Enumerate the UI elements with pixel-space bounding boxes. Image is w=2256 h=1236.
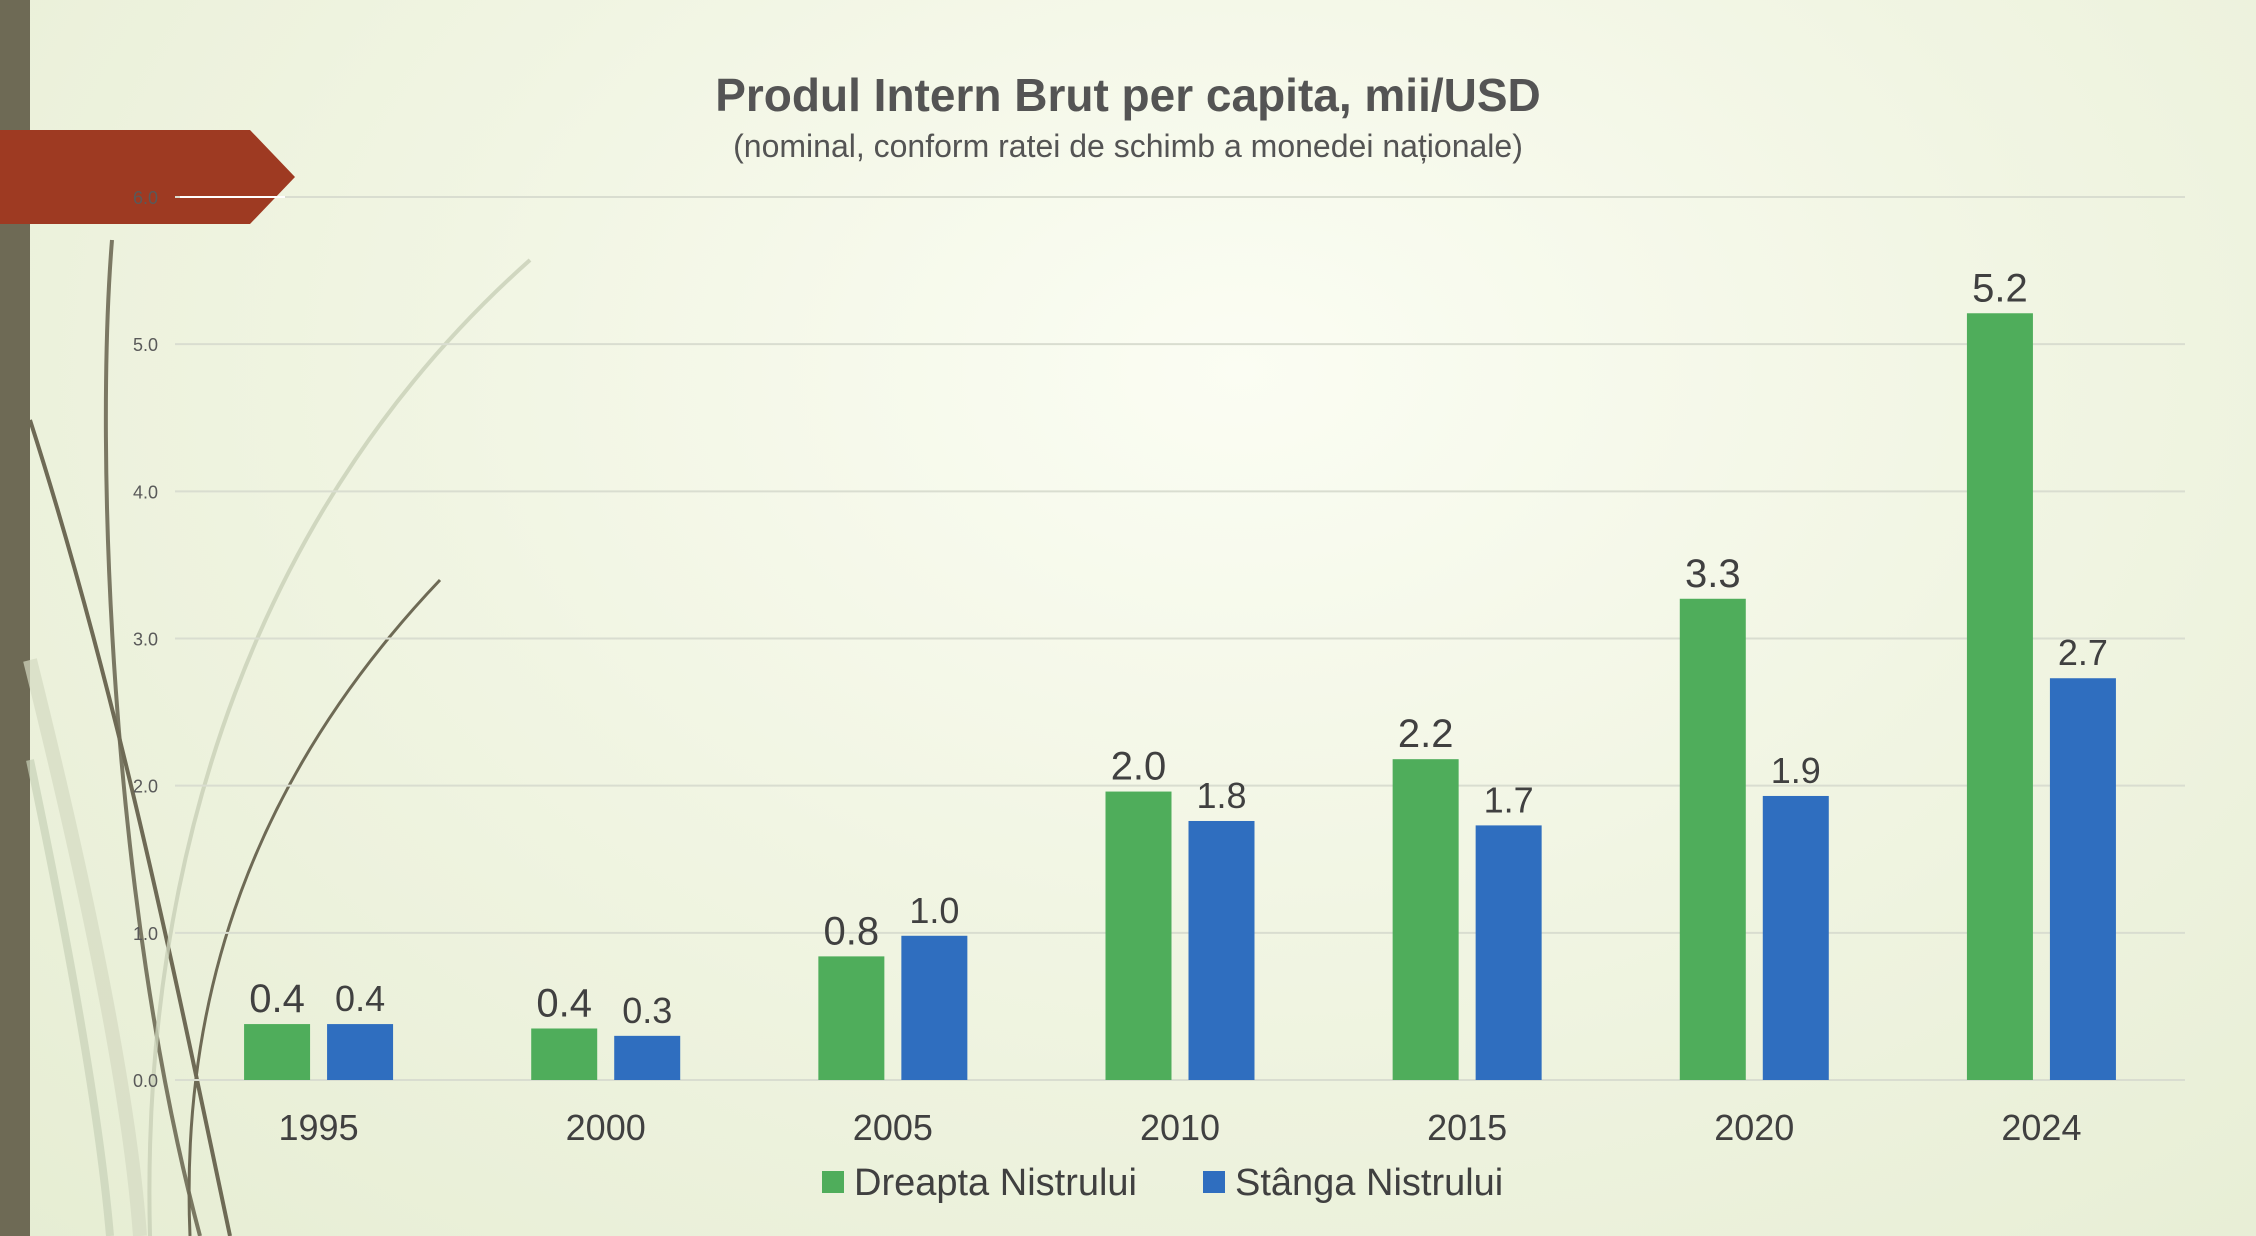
x-tick-label: 2000 [566, 1107, 646, 1148]
grass-stroke [23, 658, 147, 1236]
y-tick-label: 1.0 [133, 924, 158, 944]
data-label: 0.4 [249, 977, 305, 1021]
data-label: 1.7 [1484, 779, 1534, 820]
x-tick-label: 2010 [1140, 1107, 1220, 1148]
x-tick-label: 2005 [853, 1107, 933, 1148]
data-label: 0.8 [824, 909, 880, 953]
grass-stroke [26, 759, 114, 1236]
data-label: 0.3 [622, 990, 672, 1031]
grass-stroke [28, 419, 232, 1236]
x-tick-label: 2024 [2001, 1107, 2081, 1148]
bar [327, 1024, 394, 1080]
data-label: 0.4 [536, 981, 592, 1025]
y-tick-label: 0.0 [133, 1071, 158, 1091]
y-tick-label: 3.0 [133, 630, 158, 650]
y-tick-label: 6.0 [133, 188, 158, 208]
grass-stroke [187, 578, 442, 1236]
x-tick-label: 1995 [279, 1107, 359, 1148]
y-tick-label: 2.0 [133, 777, 158, 797]
bar [1966, 313, 2033, 1080]
bar [244, 1024, 311, 1080]
y-tick-label: 4.0 [133, 482, 158, 502]
x-tick-label: 2015 [1427, 1107, 1507, 1148]
bar [1475, 825, 1542, 1080]
bar [1188, 820, 1255, 1080]
data-label: 2.7 [2058, 632, 2108, 673]
data-label: 2.2 [1398, 712, 1454, 756]
grass-stroke [147, 258, 532, 1236]
data-label: 5.2 [1972, 266, 2028, 310]
data-label: 2.0 [1111, 745, 1167, 789]
bar [1392, 759, 1459, 1080]
chart-title: Produl Intern Brut per capita, mii/USD [715, 69, 1541, 121]
data-label: 3.3 [1685, 552, 1741, 596]
legend-label: Dreapta Nistrului [854, 1162, 1137, 1204]
legend-label: Stânga Nistrului [1235, 1162, 1503, 1204]
bar [818, 956, 885, 1080]
bar [1762, 795, 1829, 1080]
grass-stroke [103, 239, 202, 1236]
bar [901, 935, 968, 1080]
bar [1105, 791, 1172, 1080]
arrow-tab [0, 130, 295, 224]
legend-swatch [1203, 1171, 1225, 1193]
legend-swatch [822, 1171, 844, 1193]
y-tick-label: 5.0 [133, 335, 158, 355]
bar [614, 1035, 681, 1080]
bar [1679, 598, 1746, 1080]
bar [2049, 678, 2116, 1080]
data-label: 0.4 [335, 978, 385, 1019]
data-label: 1.8 [1196, 775, 1246, 816]
chart-subtitle: (nominal, conform ratei de schimb a mone… [733, 128, 1523, 164]
bar [531, 1028, 598, 1080]
data-label: 1.0 [909, 890, 959, 931]
data-label: 1.9 [1771, 750, 1821, 791]
x-tick-label: 2020 [1714, 1107, 1794, 1148]
